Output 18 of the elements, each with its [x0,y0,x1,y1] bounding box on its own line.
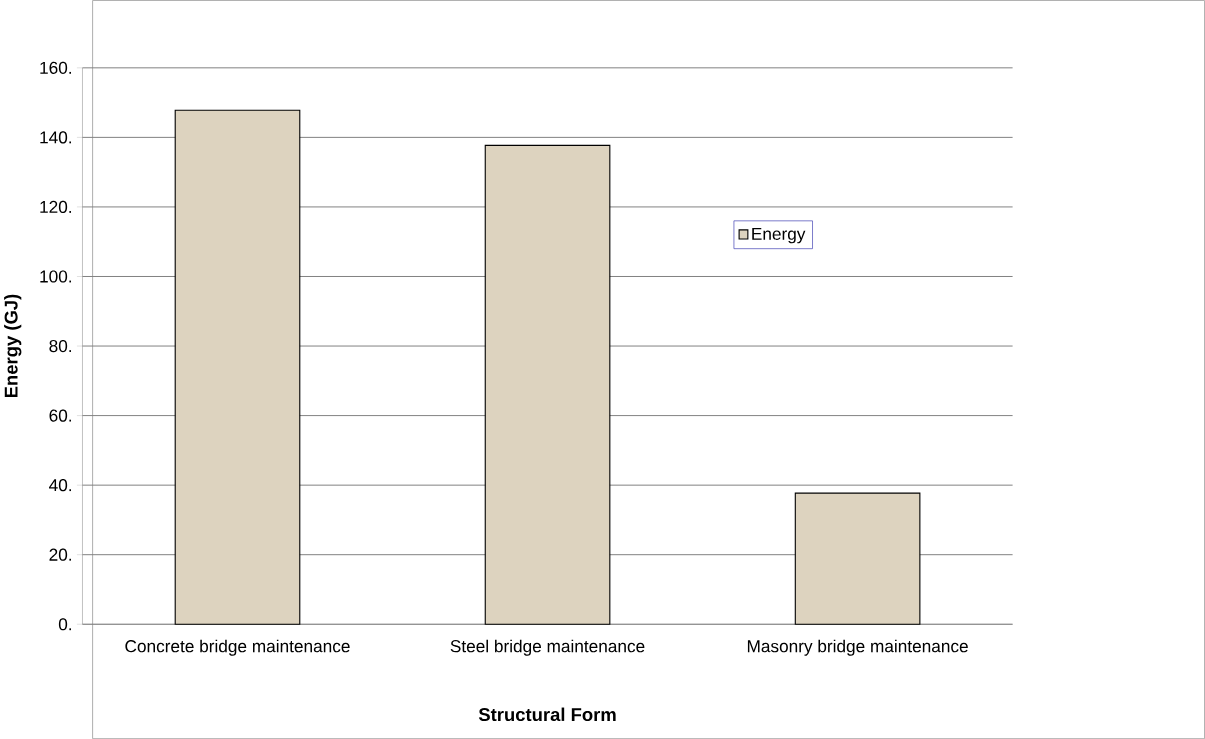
y-tick-label: 160. [40,61,72,74]
bar [794,492,921,625]
y-tick-label: 100. [40,270,72,283]
x-tick-label: Masonry bridge maintenance [747,639,968,656]
legend-label: Energy [752,227,806,244]
y-tick-label: 0. [58,618,72,631]
y-tick-label: 80. [49,339,72,353]
x-tick-label: Concrete bridge maintenance [125,639,350,656]
y-tick-label: 60. [49,409,72,422]
x-tick-label: Steel bridge maintenance [450,639,645,656]
x-axis-title: Structural Form [478,707,616,722]
y-tick-label: 140. [40,131,72,144]
y-tick-label: 20. [49,548,72,561]
bar [174,109,301,625]
y-axis-title: Energy (GJ) [4,294,22,398]
bar [484,144,611,625]
y-tick-label: 120. [40,200,72,213]
y-tick-label: 40. [49,478,72,492]
